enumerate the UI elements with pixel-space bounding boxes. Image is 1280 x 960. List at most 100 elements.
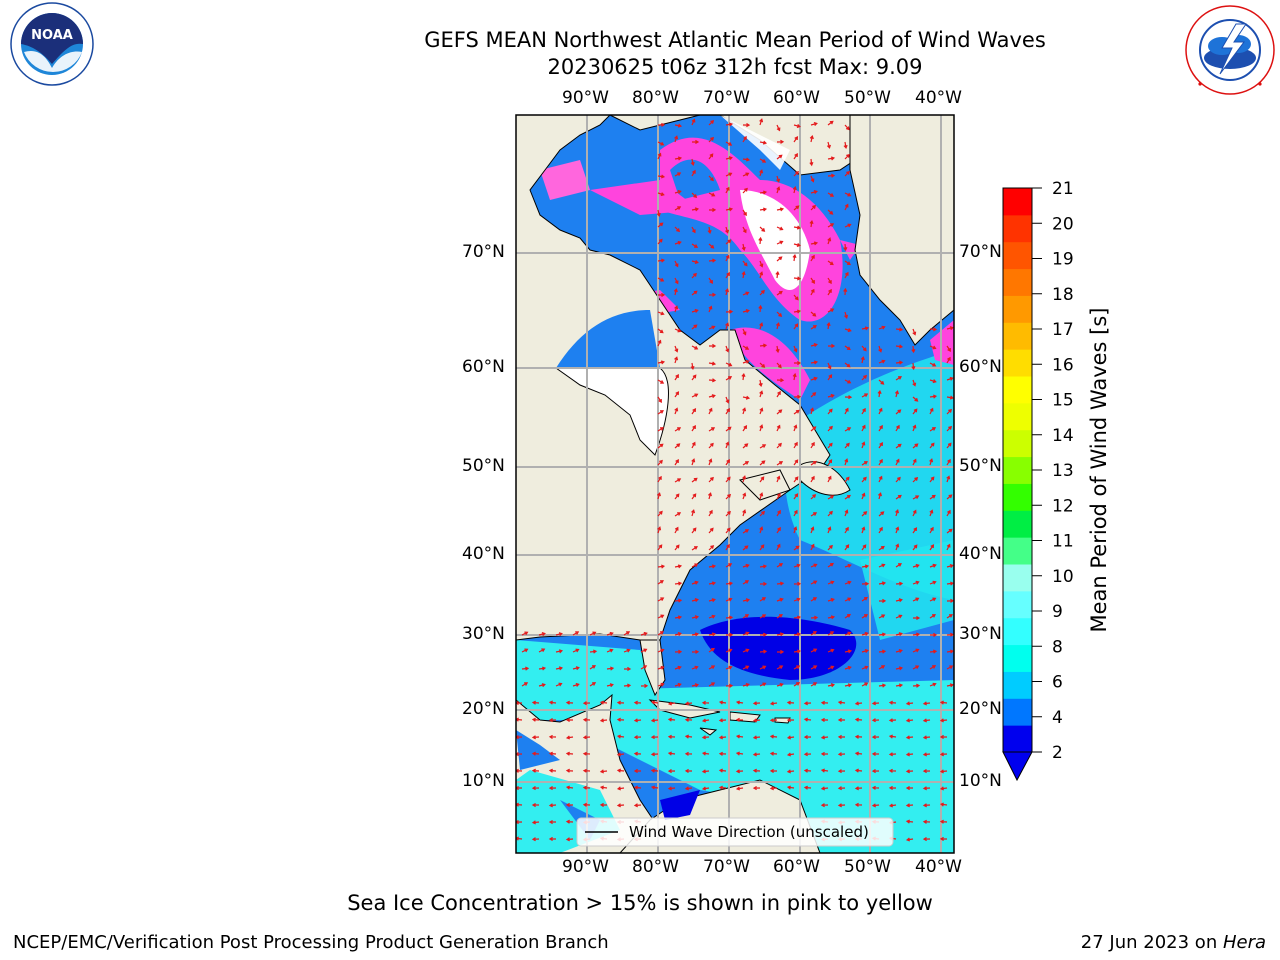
wind-wave-arrow: [792, 185, 797, 194]
wind-wave-arrow: [674, 632, 682, 637]
wind-wave-arrow: [709, 343, 717, 349]
wind-wave-arrow: [674, 478, 682, 483]
wind-wave-arrow: [516, 752, 523, 757]
wind-wave-arrow: [650, 768, 659, 773]
wind-wave-arrow: [878, 526, 883, 534]
wind-wave-arrow: [691, 259, 699, 264]
wind-wave-arrow: [708, 665, 716, 670]
wind-wave-arrow: [922, 836, 931, 842]
wind-wave-arrow: [589, 649, 598, 654]
wind-wave-arrow: [718, 785, 727, 790]
wind-wave-arrow: [725, 186, 730, 194]
wind-wave-arrow: [792, 372, 797, 381]
wind-wave-arrow: [894, 390, 899, 398]
wind-wave-arrow: [691, 308, 699, 313]
colorbar-tick-label: 17: [1052, 320, 1074, 340]
wind-wave-arrow: [735, 786, 744, 791]
wind-wave-arrow: [878, 563, 886, 568]
wind-wave-arrow: [752, 701, 761, 706]
wind-wave-arrow: [769, 701, 778, 706]
wind-wave-arrow: [776, 226, 784, 231]
wind-wave-arrow: [725, 441, 730, 449]
wind-wave-arrow: [742, 345, 750, 350]
wind-wave-arrow: [810, 343, 818, 348]
wind-wave-arrow: [895, 344, 904, 349]
wind-wave-arrow: [674, 544, 680, 551]
wind-wave-arrow: [827, 237, 832, 245]
wind-wave-arrow: [759, 158, 767, 163]
wind-wave-arrow: [946, 564, 954, 569]
wind-wave-arrow: [684, 768, 693, 774]
wind-wave-arrow: [656, 492, 661, 500]
wind-wave-arrow: [844, 544, 850, 551]
lon-label-bottom-50w: 50°W: [844, 857, 891, 877]
wind-wave-arrow: [905, 803, 914, 808]
wind-wave-arrow: [725, 459, 730, 466]
wind-wave-arrow: [742, 260, 748, 267]
wind-wave-arrow: [725, 309, 734, 314]
wind-wave-arrow: [912, 509, 917, 517]
wind-wave-arrow: [810, 682, 818, 687]
wind-wave-arrow: [878, 379, 885, 385]
wind-wave-arrow: [786, 700, 795, 705]
wind-wave-arrow: [776, 665, 784, 670]
wind-wave-arrow: [667, 768, 676, 774]
wind-wave-arrow: [929, 494, 936, 500]
wind-wave-arrow: [895, 494, 902, 500]
wind-wave-arrow: [878, 649, 887, 654]
wind-wave-arrow: [861, 665, 869, 670]
wind-wave-arrow: [708, 647, 715, 653]
wind-wave-arrow: [691, 272, 697, 279]
wind-wave-arrow: [810, 615, 819, 620]
wind-wave-arrow: [538, 683, 546, 688]
wind-wave-arrow: [657, 443, 664, 449]
wind-wave-arrow: [759, 564, 768, 569]
wind-wave-arrow: [946, 326, 954, 331]
wind-wave-arrow: [827, 648, 835, 653]
wind-wave-arrow: [759, 260, 764, 268]
wind-wave-arrow: [531, 837, 540, 842]
wind-wave-arrow: [793, 345, 798, 353]
wind-wave-arrow: [582, 701, 591, 706]
wind-wave-arrow: [775, 345, 780, 354]
wind-wave-arrow: [827, 510, 833, 517]
wind-wave-arrow: [827, 475, 832, 483]
wind-wave-arrow: [793, 459, 799, 466]
lon-label-bottom-60w: 60°W: [773, 857, 820, 877]
wind-wave-arrow: [735, 734, 744, 739]
wind-wave-arrow: [633, 768, 641, 774]
wind-wave-arrow: [742, 359, 750, 364]
wind-wave-arrow: [538, 632, 546, 637]
wind-wave-arrow: [725, 615, 734, 620]
wind-wave-arrow: [759, 492, 764, 500]
wind-wave-arrow: [810, 512, 818, 517]
wind-wave-arrow: [837, 700, 846, 705]
wind-wave-arrow: [657, 328, 664, 334]
wind-wave-arrow: [565, 819, 574, 824]
colorbar-band: [1003, 349, 1032, 377]
colorbar-band: [1003, 617, 1032, 646]
wind-wave-arrow: [776, 124, 781, 132]
wind-wave-arrow: [650, 752, 659, 757]
wind-wave-arrow: [708, 509, 713, 517]
wind-wave-arrow: [742, 187, 748, 194]
wind-wave-arrow: [793, 563, 801, 568]
wind-wave-arrow: [946, 356, 951, 364]
wind-wave-arrow: [844, 665, 852, 670]
wind-wave-arrow: [895, 581, 904, 586]
wind-wave-arrow: [878, 458, 883, 466]
wind-wave-arrow: [809, 134, 814, 143]
wind-wave-arrow: [861, 374, 868, 381]
colorbar-tick-label: 19: [1052, 250, 1074, 270]
wind-wave-arrow: [877, 492, 882, 500]
wind-wave-arrow: [929, 544, 935, 551]
wind-wave-arrow: [589, 682, 597, 687]
wind-wave-arrow: [929, 427, 937, 432]
wind-wave-arrow: [657, 544, 663, 551]
wind-wave-arrow: [623, 631, 631, 636]
wind-wave-arrow: [759, 362, 766, 368]
wind-wave-arrow: [582, 802, 591, 807]
wind-wave-arrow: [844, 223, 852, 228]
wind-wave-arrow: [878, 424, 883, 432]
wind-wave-arrow: [708, 407, 713, 415]
